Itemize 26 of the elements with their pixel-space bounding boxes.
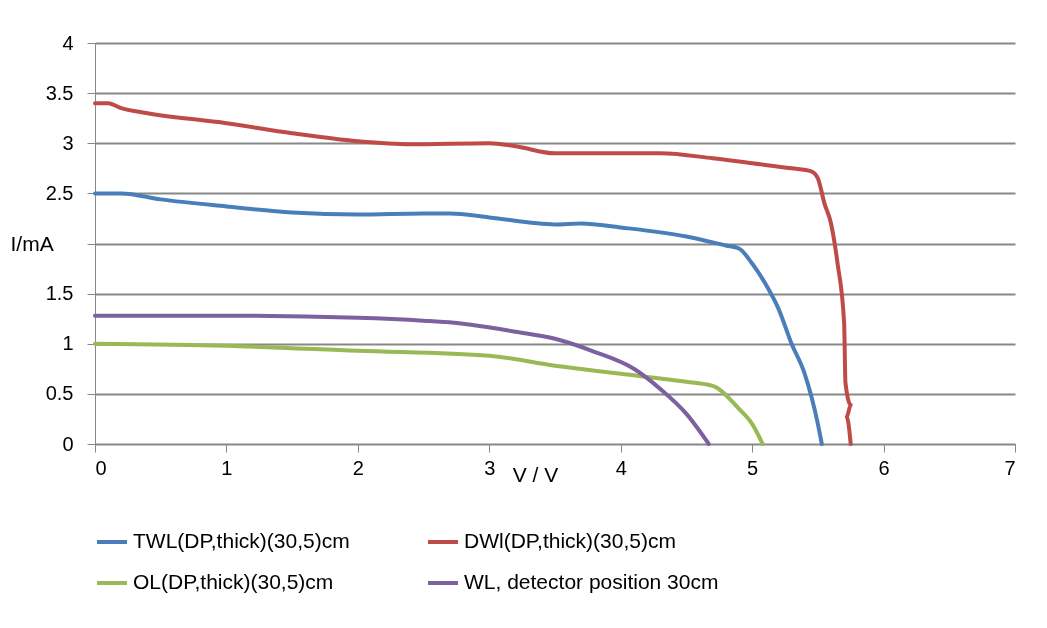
- x-tick-label: 1: [221, 456, 233, 479]
- legend-label: DWl(DP,thick)(30,5)cm: [464, 529, 676, 552]
- line-series: [93, 313, 711, 446]
- y-tick-label: 2.5: [45, 181, 74, 204]
- line-series: [93, 101, 853, 446]
- x-tick-label: 4: [615, 456, 627, 479]
- legend-label: OL(DP,thick)(30,5)cm: [133, 570, 334, 593]
- x-axis-title: V / V: [512, 462, 559, 486]
- legend-label: TWL(DP,thick)(30,5)cm: [133, 529, 350, 552]
- x-tick-label: 3: [484, 456, 496, 479]
- y-tick-label: 4: [62, 31, 74, 54]
- x-tick-label: 7: [1004, 456, 1016, 479]
- line-series: [93, 191, 824, 446]
- x-tick-label: 5: [747, 456, 759, 479]
- x-tick-label: 0: [95, 456, 107, 479]
- x-tick-label: 2: [352, 456, 364, 479]
- y-tick-label: 1.5: [45, 282, 74, 305]
- legend-label: WL, detector position 30cm: [464, 570, 719, 593]
- y-tick-label: 1: [62, 332, 74, 355]
- line-series: [93, 341, 765, 446]
- x-tick-label: 6: [878, 456, 890, 479]
- y-tick-label: 3.5: [45, 81, 74, 104]
- y-tick-label: 0.5: [45, 382, 74, 405]
- y-tick-label: 3: [62, 131, 74, 154]
- y-axis-title: I/mA: [10, 231, 54, 255]
- y-tick-label: 0: [62, 432, 74, 455]
